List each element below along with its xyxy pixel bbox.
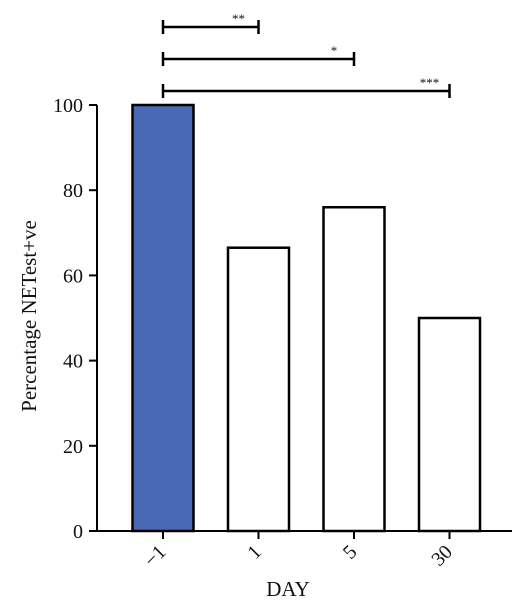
y-tick-label: 100 [53, 95, 83, 117]
significance-label: ** [232, 11, 245, 26]
x-tick-label: 1 [243, 541, 266, 564]
significance-label: * [331, 43, 338, 58]
x-axis-label: DAY [266, 577, 310, 601]
bar [131, 103, 195, 533]
y-tick-label: 40 [63, 351, 83, 373]
y-tick-label: 0 [73, 521, 83, 543]
y-tick-label: 60 [63, 265, 83, 287]
x-tick-label: 30 [427, 541, 457, 571]
y-axis-label: Percentage NETest+ve [17, 220, 41, 412]
bar [417, 316, 482, 533]
y-tick-label: 80 [63, 180, 83, 202]
y-axis-ticks: 0 20 40 60 80 100 [53, 95, 97, 543]
significance-label: *** [420, 75, 440, 90]
chart-bars [131, 103, 482, 533]
x-axis-ticks: −1 1 5 30 [140, 531, 457, 572]
x-tick-label: 5 [339, 541, 362, 564]
significance-brackets: ****** [161, 11, 451, 98]
x-tick-label: −1 [140, 541, 171, 572]
bar [322, 205, 386, 533]
bar [226, 246, 291, 533]
y-tick-label: 20 [63, 436, 83, 458]
